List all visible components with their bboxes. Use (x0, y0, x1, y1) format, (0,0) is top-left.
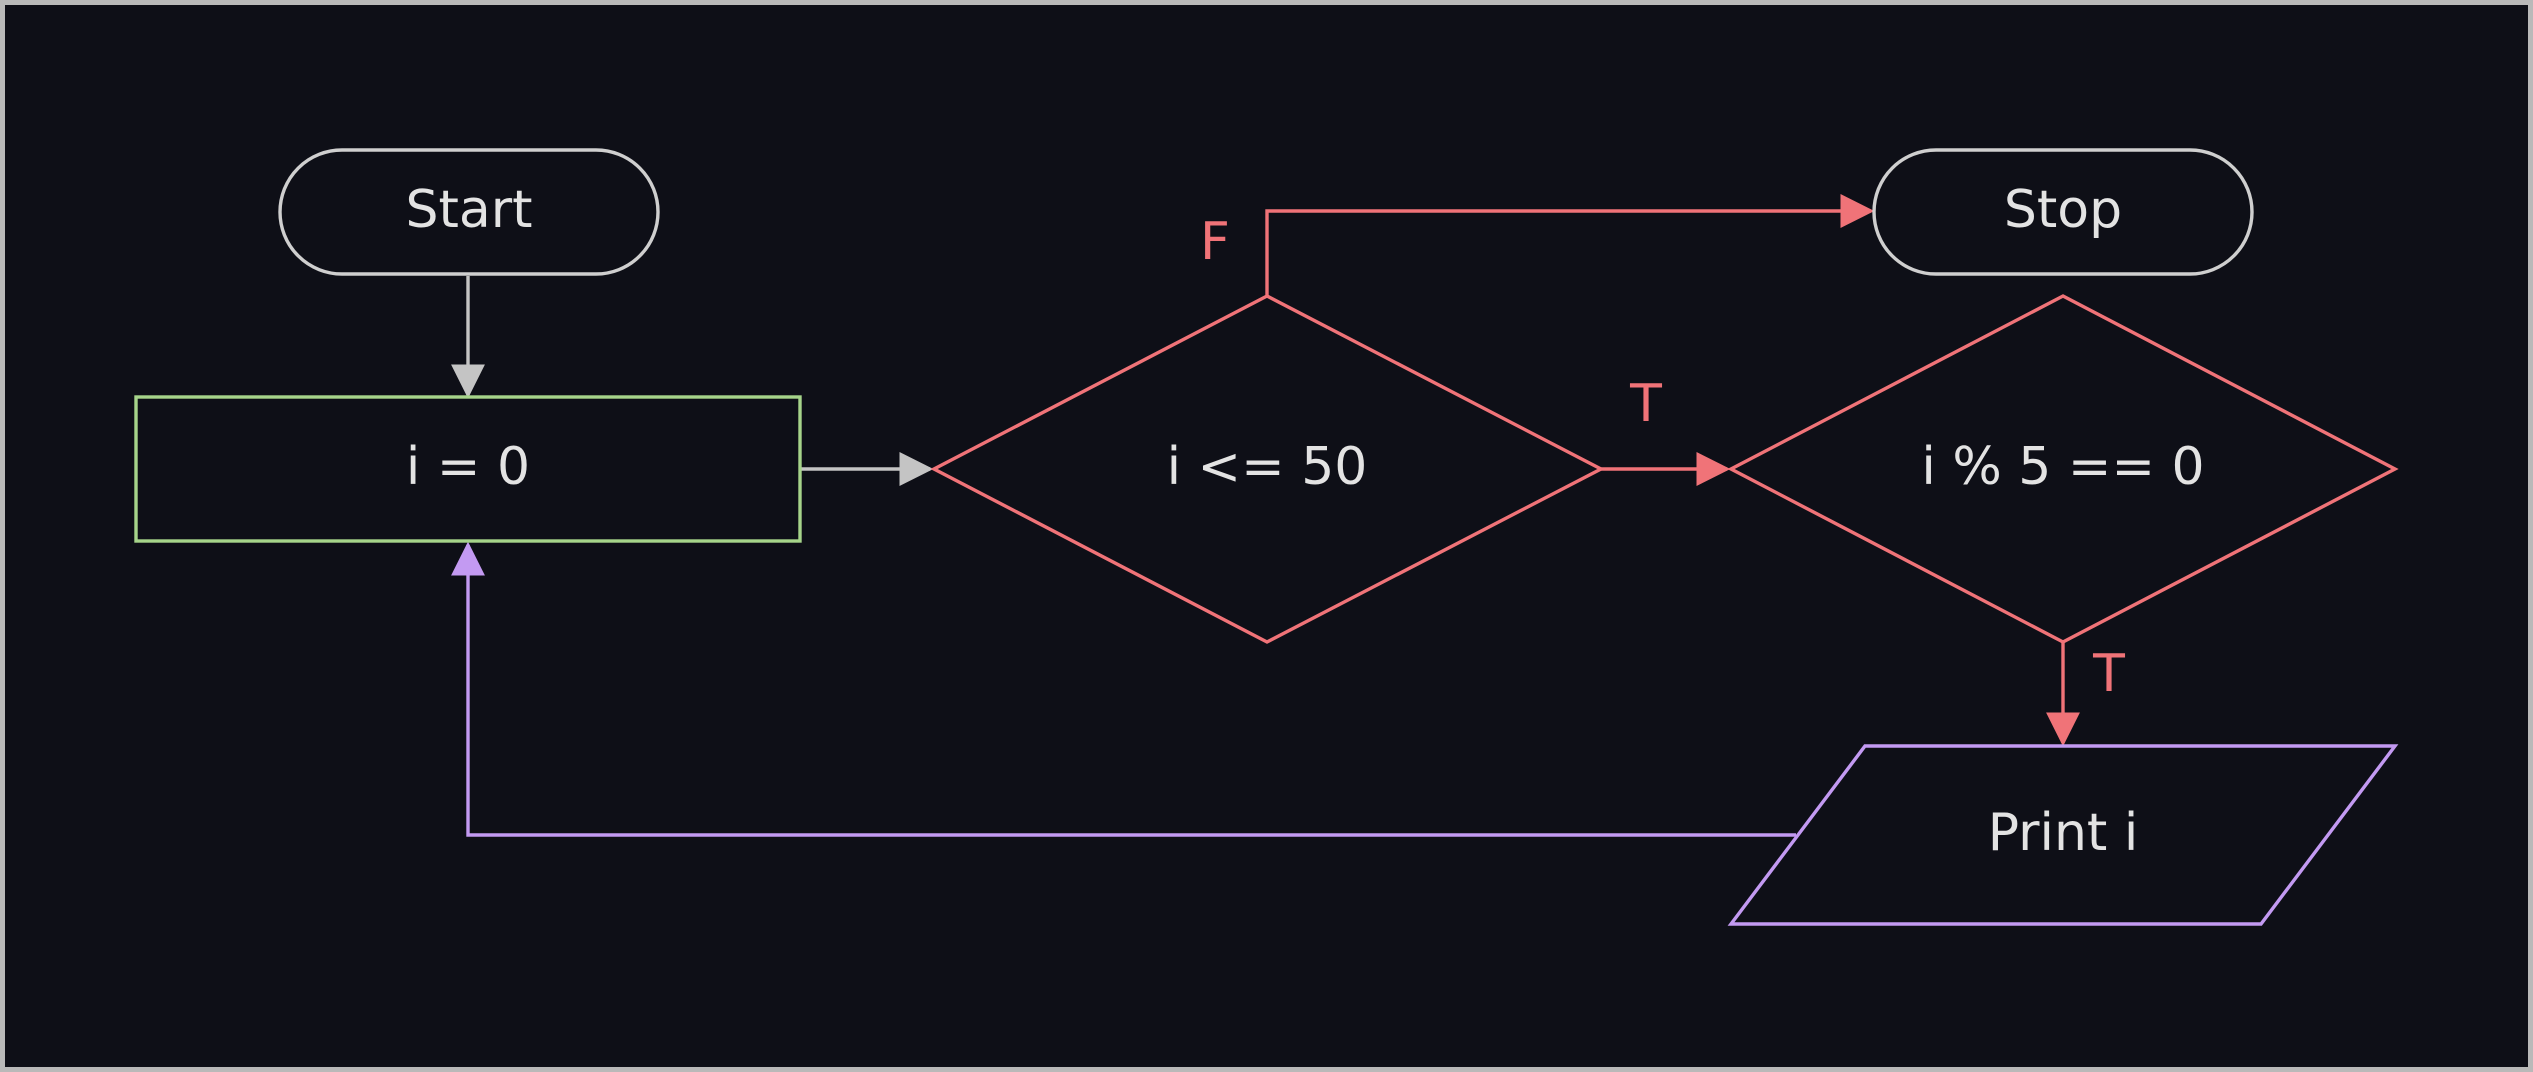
node-print: Print i (1727, 744, 2399, 926)
edge-label-false: F (1200, 212, 1230, 272)
node-label: Print i (1988, 803, 2139, 863)
node-mod: i % 5 == 0 (1727, 294, 2399, 644)
terminal-shape (1872, 148, 2254, 276)
node-start: Start (278, 148, 660, 276)
node-init: i = 0 (134, 395, 802, 543)
node-label: i <= 50 (1167, 437, 1368, 497)
edge-print-to-init (451, 541, 1796, 837)
edge-label-true: T (2092, 644, 2125, 704)
node-stop: Stop (1872, 148, 2254, 276)
node-cond: i <= 50 (930, 294, 1605, 644)
decision-shape (1727, 294, 2399, 644)
io-shape (1727, 744, 2399, 926)
decision-shape (930, 294, 1605, 644)
terminal-shape (278, 148, 660, 276)
node-label: i % 5 == 0 (1921, 437, 2204, 497)
flowchart-diagram: F T T Start i = 0 i <= 50 Stop i % 5 == … (5, 5, 2528, 1067)
node-label: Stop (2004, 180, 2122, 240)
edge-label-true: T (1629, 374, 1662, 434)
process-shape (134, 395, 802, 543)
edge-cond-to-stop (1265, 194, 1875, 296)
node-label: Start (405, 180, 532, 240)
node-label: i = 0 (406, 437, 530, 497)
